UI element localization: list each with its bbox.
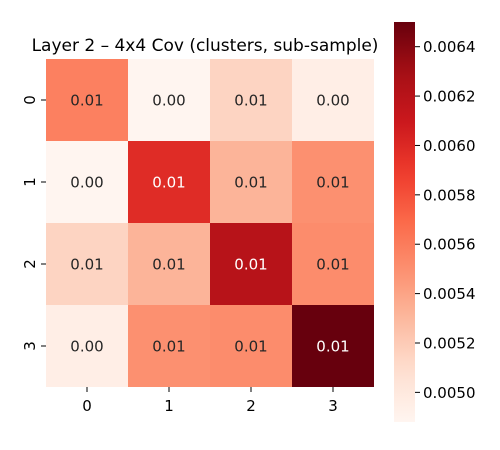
heatmap-cell-r3-c2 bbox=[210, 305, 292, 387]
colorbar-tick-label-0: 0.0050 bbox=[423, 384, 476, 402]
y-tick-label-1: 1 bbox=[21, 177, 39, 187]
cell-label-r0-c0: 0.01 bbox=[70, 92, 103, 110]
cell-label-r0-c2: 0.01 bbox=[234, 92, 267, 110]
cell-label-r2-c2: 0.01 bbox=[234, 256, 267, 274]
cell-label-r1-c2: 0.01 bbox=[234, 174, 267, 192]
heatmap-cell-r3-c1 bbox=[128, 305, 210, 387]
heatmap-cell-r2-c0 bbox=[46, 223, 128, 305]
y-tick-label-3: 3 bbox=[21, 341, 39, 351]
cell-label-r3-c1: 0.01 bbox=[152, 338, 185, 356]
cell-label-r1-c1: 0.01 bbox=[152, 174, 185, 192]
cell-label-r2-c3: 0.01 bbox=[316, 256, 349, 274]
x-tick-label-2: 2 bbox=[246, 397, 256, 415]
x-axis: 0 1 2 3 bbox=[82, 387, 338, 415]
cell-label-r2-c0: 0.01 bbox=[70, 256, 103, 274]
colorbar-tick-label-2: 0.0054 bbox=[423, 285, 476, 303]
heatmap-cell-r0-c0 bbox=[46, 59, 128, 141]
cell-label-r1-c0: 0.00 bbox=[70, 174, 103, 192]
heatmap-cell-r0-c3 bbox=[292, 59, 374, 141]
colorbar-tick-label-6: 0.0062 bbox=[423, 88, 476, 106]
x-tick-label-1: 1 bbox=[164, 397, 174, 415]
colorbar-tick-label-4: 0.0058 bbox=[423, 186, 476, 204]
heatmap-cell-r1-c0 bbox=[46, 141, 128, 223]
heatmap-cell-r2-c2 bbox=[210, 223, 292, 305]
heatmap-cell-r2-c1 bbox=[128, 223, 210, 305]
colorbar-tick-label-7: 0.0064 bbox=[423, 38, 476, 56]
cell-label-r0-c1: 0.00 bbox=[152, 92, 185, 110]
cell-label-r1-c3: 0.01 bbox=[316, 174, 349, 192]
heatmap-cell-labels: 0.01 0.00 0.01 0.00 0.00 0.01 0.01 0.01 0.01 0.01… bbox=[70, 92, 349, 356]
colorbar-tick-label-1: 0.0052 bbox=[423, 334, 476, 352]
heatmap-cells bbox=[46, 59, 374, 387]
heatmap-cell-r0-c1 bbox=[128, 59, 210, 141]
cell-label-r3-c2: 0.01 bbox=[234, 338, 267, 356]
heatmap-cell-r3-c0 bbox=[46, 305, 128, 387]
y-tick-label-0: 0 bbox=[21, 95, 39, 105]
heatmap-cell-r3-c3 bbox=[292, 305, 374, 387]
colorbar-gradient bbox=[394, 22, 415, 422]
colorbar: 0.0050 0.0052 0.0054 0.0056 0.0058 0.0060 0.00… bbox=[394, 22, 476, 422]
heatmap-cell-r1-c3 bbox=[292, 141, 374, 223]
cell-label-r3-c3: 0.01 bbox=[316, 338, 349, 356]
heatmap-cell-r1-c2 bbox=[210, 141, 292, 223]
heatmap-cell-r1-c1 bbox=[128, 141, 210, 223]
y-axis: 0 1 2 3 bbox=[21, 95, 46, 351]
x-tick-label-0: 0 bbox=[82, 397, 92, 415]
cell-label-r0-c3: 0.00 bbox=[316, 92, 349, 110]
chart-title: Layer 2 – 4x4 Cov (clusters, sub-sample) bbox=[32, 36, 379, 56]
colorbar-tick-label-5: 0.0060 bbox=[423, 137, 476, 155]
y-tick-label-2: 2 bbox=[21, 259, 39, 269]
cell-label-r2-c1: 0.01 bbox=[152, 256, 185, 274]
heatmap-cell-r2-c3 bbox=[292, 223, 374, 305]
cell-label-r3-c0: 0.00 bbox=[70, 338, 103, 356]
heatmap-cell-r0-c2 bbox=[210, 59, 292, 141]
colorbar-tick-label-3: 0.0056 bbox=[423, 236, 476, 254]
x-tick-label-3: 3 bbox=[328, 397, 338, 415]
